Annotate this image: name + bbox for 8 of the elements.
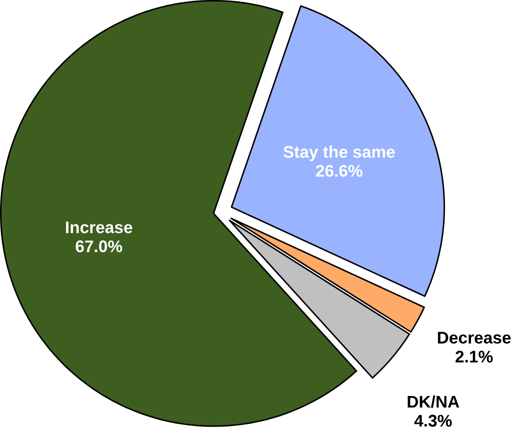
slice-label: Decrease xyxy=(438,332,511,344)
data-label: 26.6% xyxy=(316,164,362,177)
data-label: 67.0% xyxy=(76,240,122,252)
slice-label: Increase xyxy=(66,221,132,234)
data-label: 2.1% xyxy=(456,350,493,362)
slice-label: DK/NA xyxy=(408,395,460,408)
data-label: 4.3% xyxy=(414,414,452,426)
slice-label: Stay the same xyxy=(283,145,395,161)
